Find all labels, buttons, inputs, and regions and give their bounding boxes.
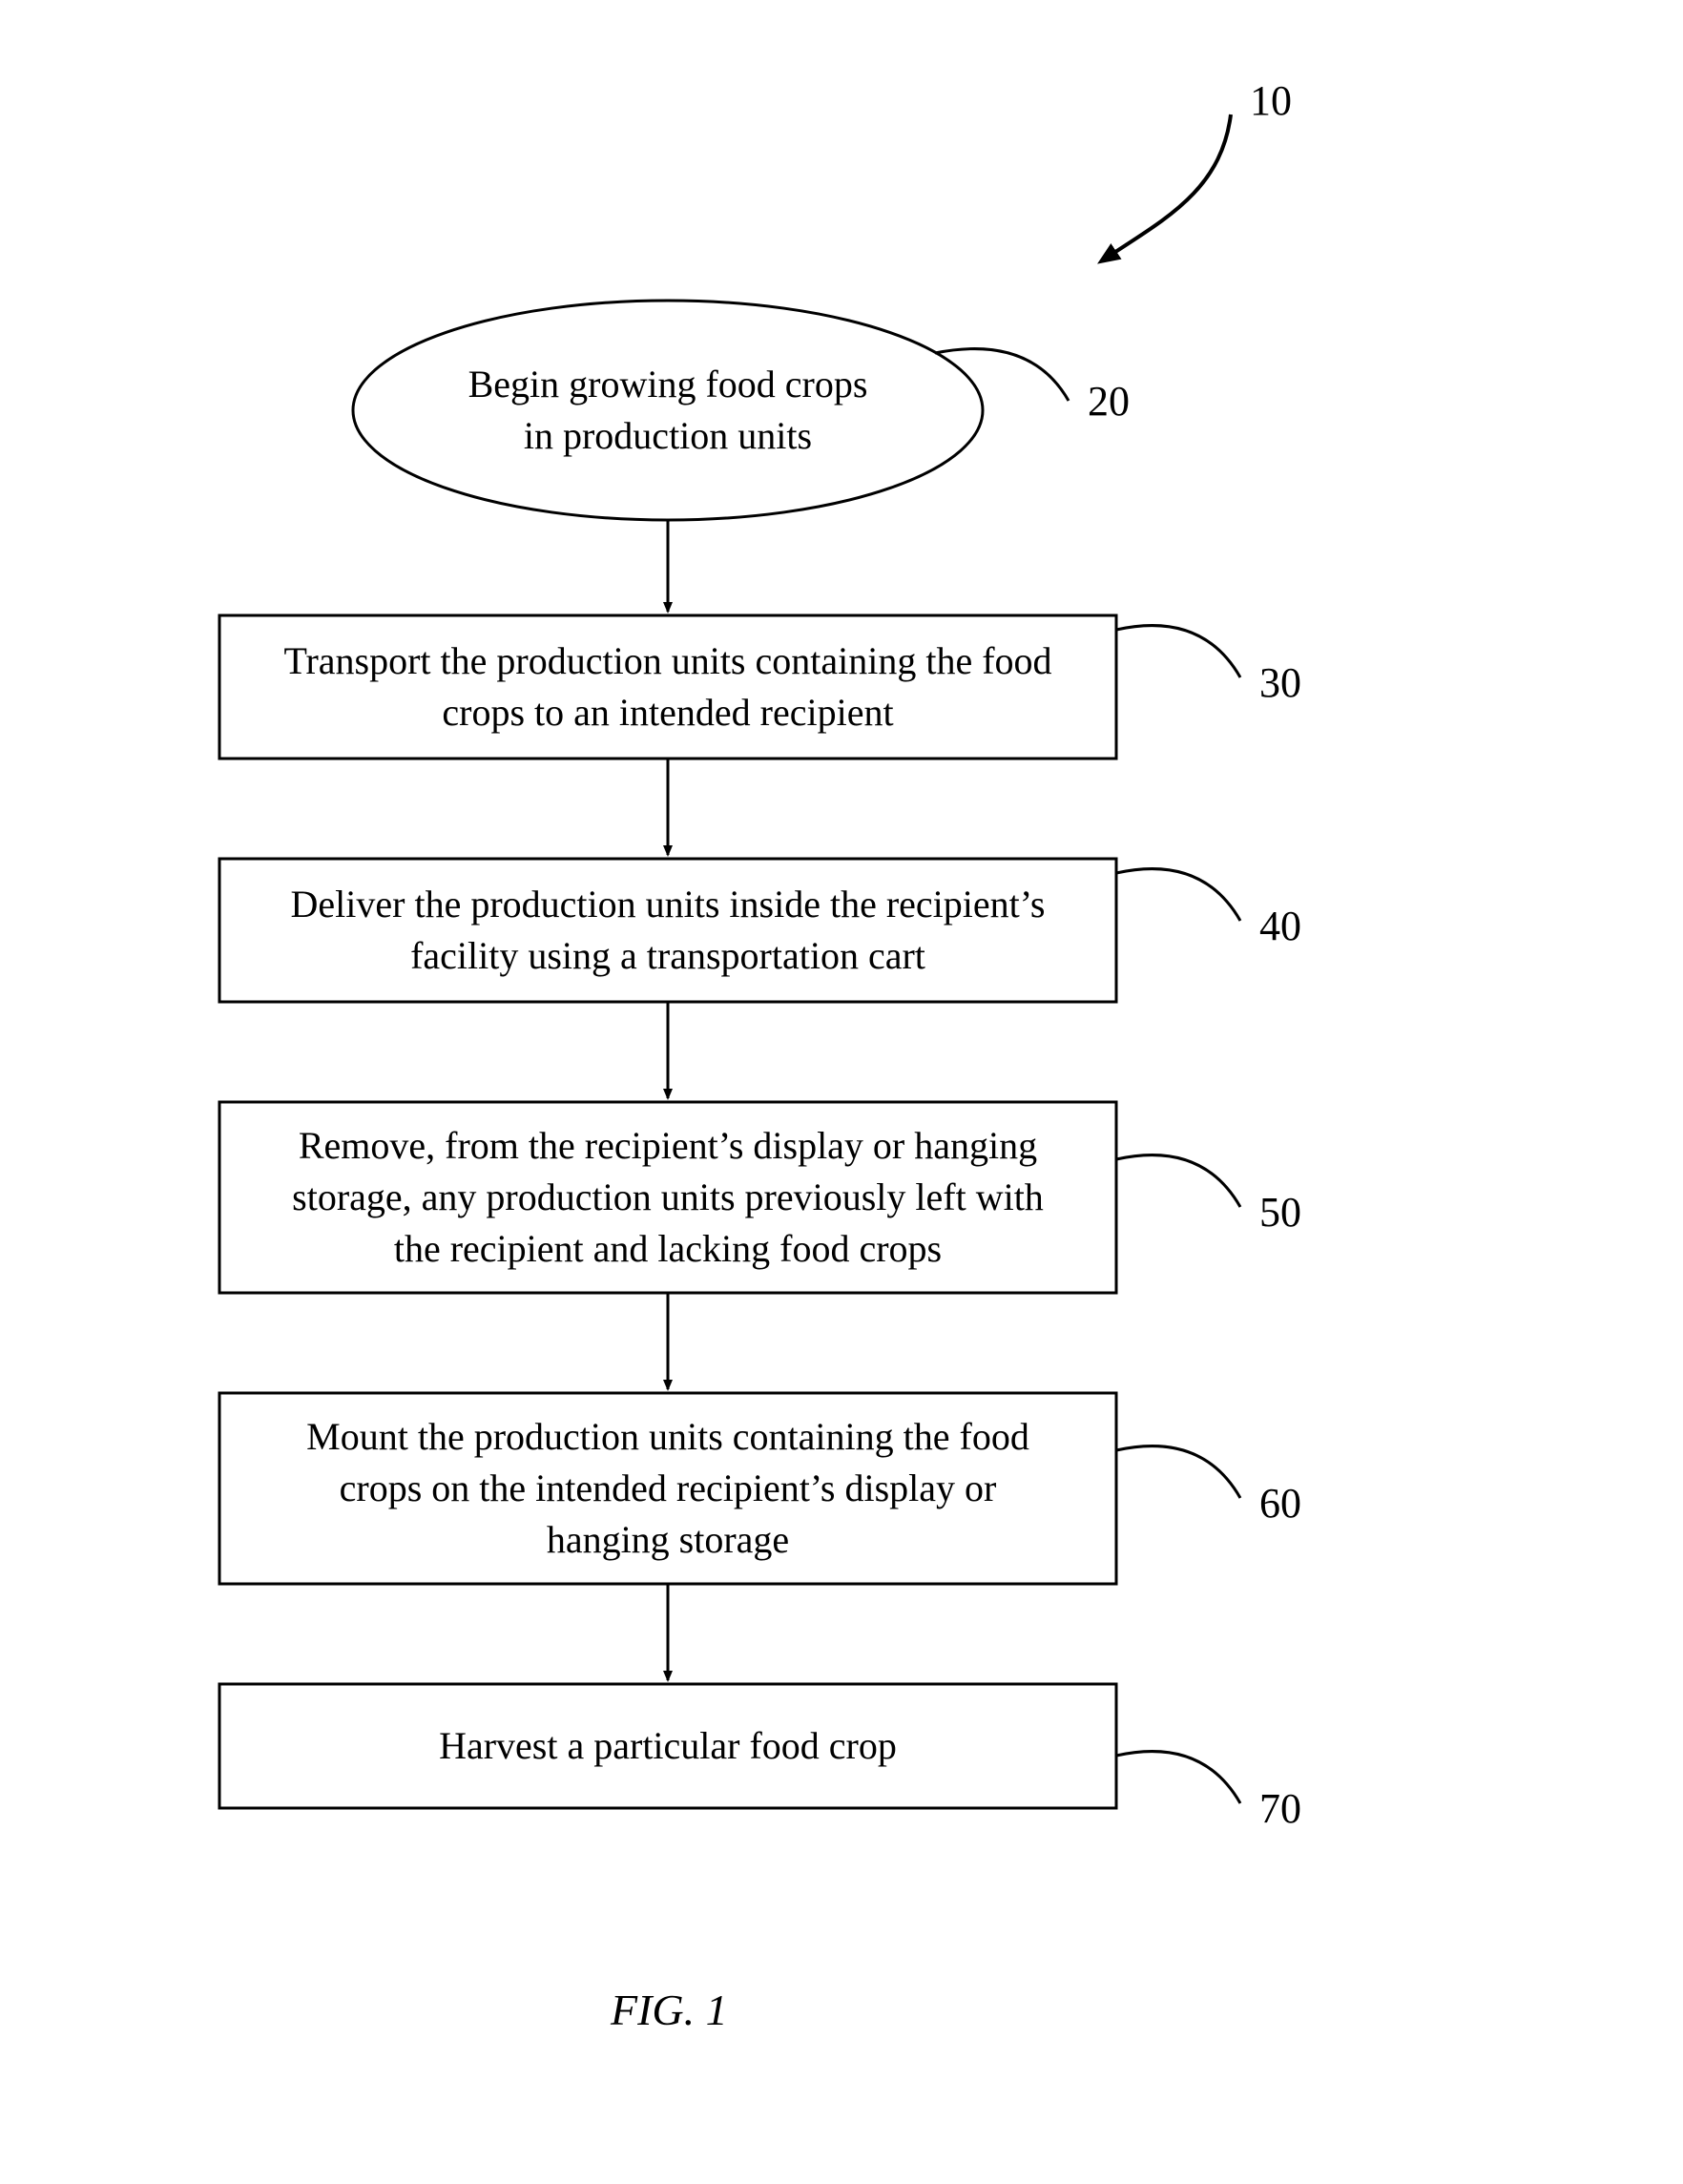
flow-node-text-n20: Begin growing food cropsin production un… [372, 315, 964, 506]
leader-line-30 [1116, 626, 1240, 677]
flow-node-text-n30: Transport the production units containin… [234, 625, 1102, 749]
leader-line-70 [1116, 1752, 1240, 1803]
leader-line-60 [1116, 1446, 1240, 1498]
figure-caption: FIG. 1 [611, 1985, 728, 2035]
ref-num-20: 20 [1088, 377, 1130, 426]
ref-num-30: 30 [1259, 658, 1301, 707]
flow-node-text-n50: Remove, from the recipient’s display or … [234, 1112, 1102, 1283]
flow-node-text-n40: Deliver the production units inside the … [234, 868, 1102, 992]
ref-num-40: 40 [1259, 902, 1301, 950]
ref-num-60: 60 [1259, 1479, 1301, 1528]
ref-num-70: 70 [1259, 1784, 1301, 1833]
flow-node-text-n70: Harvest a particular food crop [234, 1694, 1102, 1799]
ref-num-overall: 10 [1250, 76, 1292, 125]
leader-line-40 [1116, 869, 1240, 921]
ref-num-50: 50 [1259, 1188, 1301, 1237]
leader-line-50 [1116, 1155, 1240, 1207]
flow-node-text-n60: Mount the production units containing th… [234, 1403, 1102, 1574]
overall-ref-arrow [1107, 114, 1231, 258]
